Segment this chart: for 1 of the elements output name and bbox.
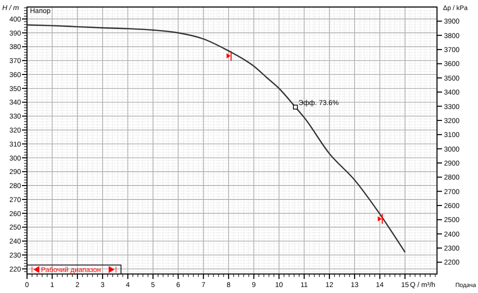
line-series xyxy=(26,24,406,253)
